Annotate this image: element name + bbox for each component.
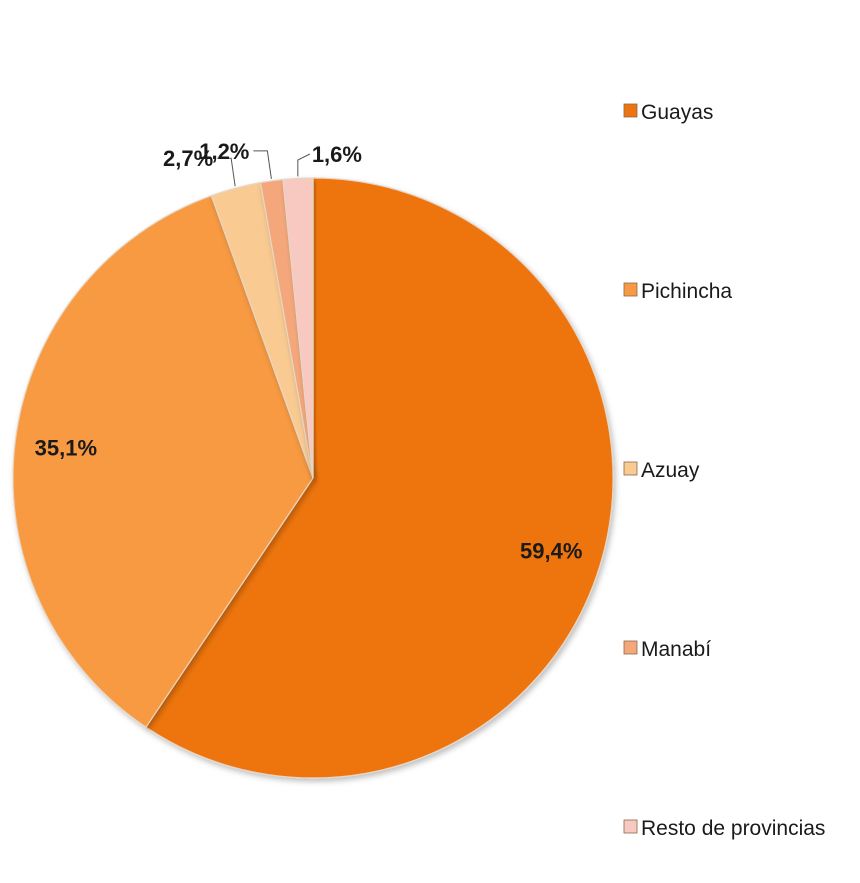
legend-swatch-manabi — [623, 640, 638, 655]
legend-swatch-guayas — [623, 103, 638, 118]
data-label-guayas: 59,4% — [520, 538, 582, 563]
legend-label-pichincha: Pichincha — [641, 280, 732, 303]
pie-slice-pichincha — [12, 194, 314, 729]
data-label-resto-de-provincias: 1,6% — [312, 142, 362, 167]
pie-slice-resto-de-provincias — [282, 177, 314, 479]
leader-lines — [217, 150, 311, 187]
pie-slice-guayas — [145, 177, 614, 779]
data-label-azuay: 2,7% — [163, 146, 213, 171]
data-labels: 59,4% 35,1% 2,7%1,2% 1,6% — [35, 139, 583, 564]
legend-label-guayas: Guayas — [641, 101, 713, 124]
leader-line-resto-de-provincias — [297, 153, 311, 177]
data-label-manabi: 1,2% — [199, 139, 249, 164]
leader-line-azuay — [217, 157, 236, 187]
legend-swatch-resto-de-provincias — [623, 819, 638, 834]
legend-swatch-azuay — [623, 461, 638, 476]
leader-line-manabi — [253, 150, 272, 179]
data-label-pichincha: 35,1% — [35, 436, 97, 461]
legend-swatch-pichincha — [623, 282, 638, 297]
legend-label-azuay: Azuay — [641, 459, 700, 482]
legend: Guayas Pichincha Azuay Manabí Resto de provi… — [623, 101, 825, 840]
legend-label-resto-de-provincias: Resto de provincias — [641, 817, 825, 840]
pie-slices — [12, 177, 614, 779]
legend-label-manabi: Manabí — [641, 638, 711, 661]
